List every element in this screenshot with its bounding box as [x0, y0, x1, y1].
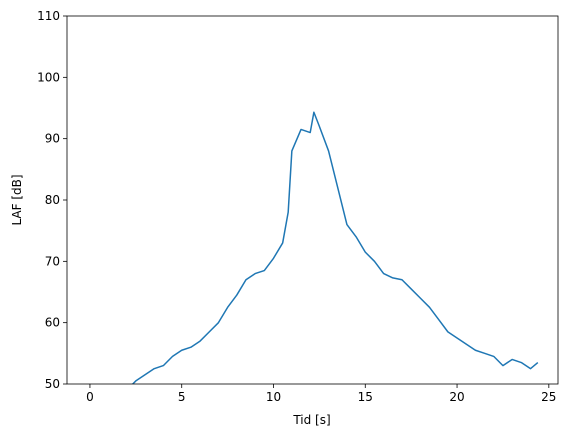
- y-tick-label: 90: [45, 132, 60, 146]
- x-axis-label: Tid [s]: [292, 413, 330, 427]
- y-tick-label: 60: [45, 316, 60, 330]
- y-tick-label: 100: [37, 70, 60, 84]
- line: [131, 111, 539, 384]
- plot-frame: [66, 15, 559, 385]
- x-tick-label: 10: [266, 390, 281, 404]
- y-tick-label: 70: [45, 254, 60, 268]
- x-tick-label: 20: [449, 390, 464, 404]
- x-tick-label: 5: [178, 390, 186, 404]
- x-tick-label: 25: [541, 390, 556, 404]
- x-tick-label: 15: [358, 390, 373, 404]
- y-tick-label: 50: [45, 377, 60, 391]
- y-axis-label: LAF [dB]: [10, 174, 24, 225]
- y-tick-label: 110: [37, 9, 60, 23]
- y-tick-label: 80: [45, 193, 60, 207]
- x-tick-label: 0: [86, 390, 94, 404]
